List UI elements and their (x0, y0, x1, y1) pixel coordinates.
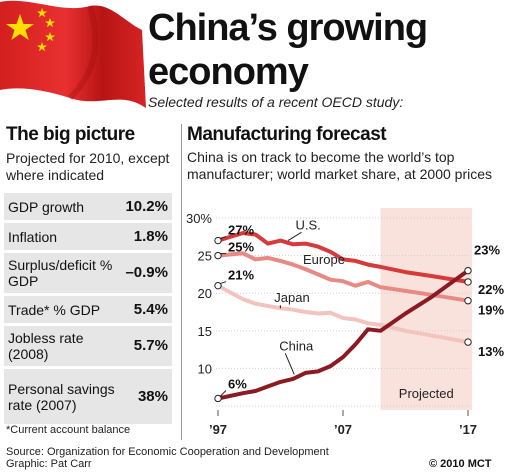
series-line-europe (216, 251, 470, 303)
forecast-heading: Manufacturing forecast (187, 124, 387, 145)
start-label-europe: 25% (228, 240, 254, 255)
end-label-europe: 19% (478, 303, 504, 318)
start-point-china (214, 394, 222, 403)
end-label-japan: 13% (478, 344, 504, 359)
panel-divider (181, 124, 182, 440)
table-row: Trade* % GDP 5.4% (4, 296, 172, 323)
series-name-china: China (279, 338, 314, 353)
name-leader-china (284, 353, 295, 375)
series-line-china (216, 268, 470, 401)
row-value: 1.8% (133, 227, 168, 245)
series-name-europe: Europe (303, 252, 345, 267)
source-note: Source: Organization for Economic Cooper… (6, 446, 329, 458)
big-picture-heading: The big picture (6, 124, 135, 145)
manufacturing-chart: Projected 10 15 20 25 30% ’97 ’07 ’17 27% 22% 25… (186, 208, 504, 437)
row-label: GDP growth (8, 198, 84, 215)
table-row: Surplus/deficit % GDP –0.9% (4, 253, 172, 293)
x-tick-label: ’17 (459, 422, 477, 437)
table-row: GDP growth 10.2% (4, 193, 172, 220)
x-tick-label: ’97 (209, 422, 227, 437)
start-label-china: 6% (228, 376, 247, 391)
projected-band (380, 208, 472, 410)
graphic-credit: Graphic: Pat Carr (6, 458, 92, 470)
x-tick-label: ’07 (334, 422, 352, 437)
row-label: Jobless rate (2008) (8, 330, 84, 362)
table-row: Inflation 1.8% (4, 223, 172, 250)
series-name-us: U.S. (296, 217, 321, 232)
start-leader-china (219, 390, 227, 397)
start-leader-japan (219, 281, 227, 285)
start-leader-us (219, 236, 227, 240)
title-line-1: China’s growing (148, 7, 428, 49)
footnote: *Current account balance (6, 424, 131, 436)
end-point-us (464, 278, 472, 286)
row-label: Personal savings rate (2007) (8, 380, 115, 413)
y-tick-label: 30% (186, 211, 212, 226)
series-name-japan: Japan (274, 290, 309, 305)
start-point-japan (214, 281, 222, 290)
y-tick-label: 20 (198, 286, 212, 301)
row-value: 38% (137, 387, 168, 405)
series-line-us (216, 231, 470, 284)
china-flag-icon (0, 0, 146, 109)
y-tick-label: 25 (198, 249, 212, 264)
row-value: 5.4% (133, 300, 168, 318)
series-line-japan (216, 283, 470, 345)
table-row: Personal savings rate (2007) 38% (4, 369, 172, 424)
table-row: Jobless rate (2008) 5.7% (4, 326, 172, 366)
y-tick-label: 15 (198, 324, 212, 339)
start-label-japan: 21% (228, 268, 254, 283)
start-point-europe (214, 251, 222, 260)
copyright: © 2010 MCT (429, 458, 492, 470)
row-value: 5.7% (133, 337, 168, 354)
page-title: China’s growing economy (148, 6, 508, 94)
row-value: 10.2% (125, 197, 168, 215)
end-point-china (464, 266, 472, 275)
projected-label: Projected (399, 386, 454, 401)
big-picture-table: GDP growth 10.2% Inflation 1.8% Surplus/… (4, 193, 172, 427)
row-value: –0.9% (125, 264, 168, 281)
big-picture-subheading: Projected for 2010, except where indicat… (6, 150, 170, 183)
page-subtitle: Selected results of a recent OECD study: (148, 94, 404, 110)
end-label-china: 23% (474, 243, 500, 258)
end-label-us: 22% (478, 282, 504, 297)
row-label: Surplus/deficit % GDP (8, 257, 113, 289)
start-label-us: 27% (228, 223, 254, 238)
row-label: Trade* % GDP (8, 301, 101, 318)
row-label: Inflation (8, 228, 58, 245)
y-tick-label: 10 (198, 361, 212, 376)
start-point-us (214, 236, 222, 245)
name-leader-us (287, 231, 302, 241)
title-line-2: economy (148, 51, 309, 93)
forecast-description: China is on track to become the world’s … (187, 149, 493, 182)
end-point-japan (464, 338, 472, 346)
end-point-europe (464, 297, 472, 305)
